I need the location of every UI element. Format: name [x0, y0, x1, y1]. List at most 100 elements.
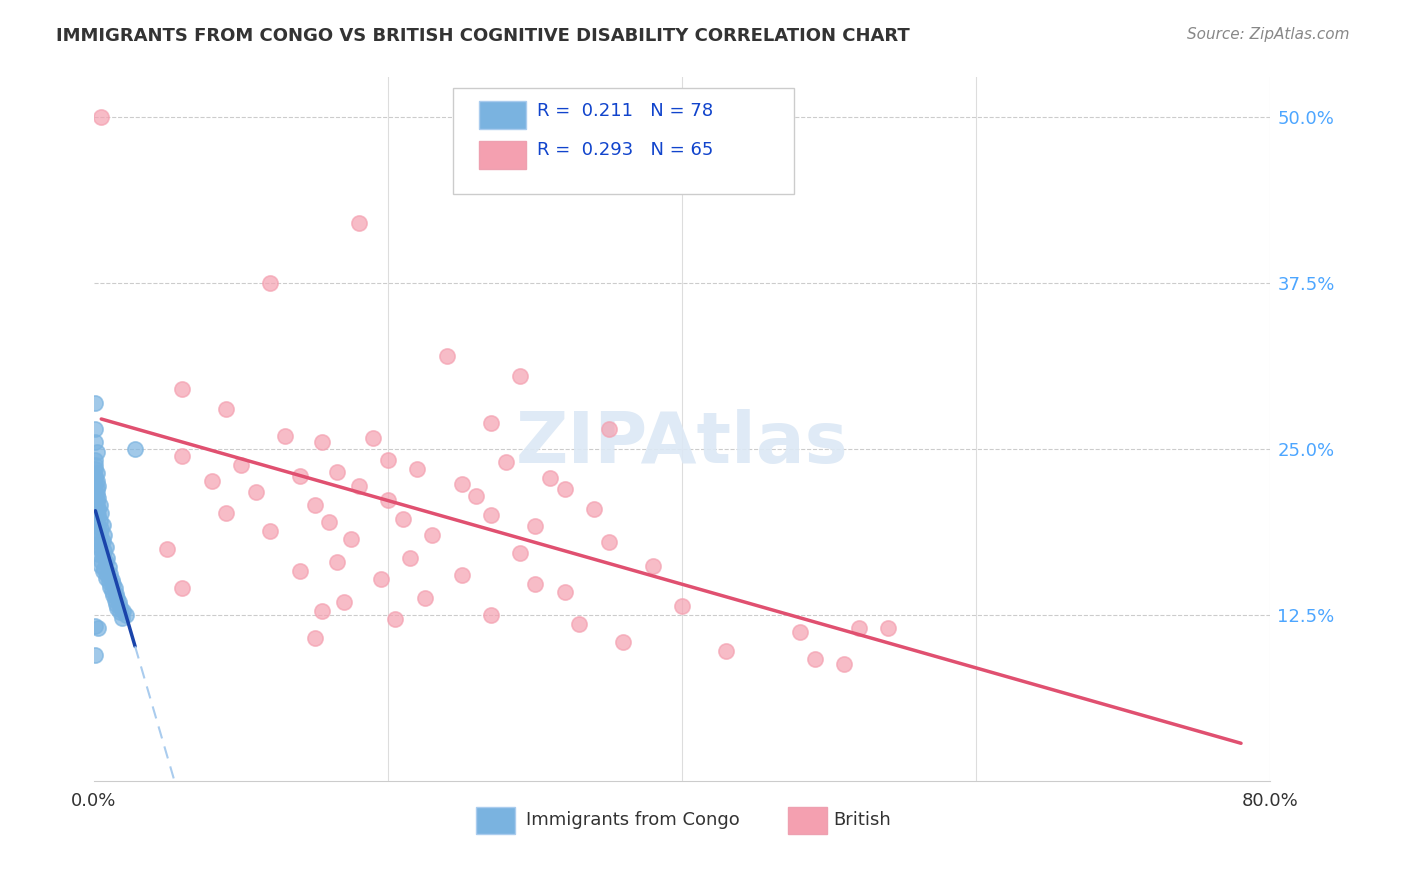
Text: Source: ZipAtlas.com: Source: ZipAtlas.com	[1187, 27, 1350, 42]
Point	[90, 535, 112, 549]
Point	[479, 508, 502, 523]
FancyBboxPatch shape	[453, 88, 794, 194]
Point	[84, 648, 107, 662]
Point	[87, 479, 110, 493]
Point	[84, 462, 107, 476]
Point	[86, 474, 108, 488]
Point	[420, 528, 443, 542]
Point	[89, 558, 111, 572]
Point	[90, 506, 112, 520]
Point	[94, 541, 117, 555]
Point	[524, 519, 547, 533]
Point	[172, 582, 194, 596]
Point	[832, 657, 855, 671]
Point	[568, 617, 591, 632]
Text: R =  0.293   N = 65: R = 0.293 N = 65	[537, 141, 714, 159]
Point	[90, 553, 112, 567]
Point	[554, 585, 576, 599]
Point	[479, 607, 502, 622]
Point	[229, 458, 252, 472]
Point	[98, 580, 121, 594]
Point	[245, 484, 267, 499]
Point	[172, 449, 194, 463]
Point	[84, 476, 107, 491]
Point	[877, 621, 900, 635]
Point	[406, 462, 429, 476]
Point	[641, 558, 664, 573]
Point	[509, 546, 531, 560]
Point	[87, 621, 110, 635]
Point	[100, 574, 122, 588]
Point	[86, 511, 108, 525]
Point	[96, 550, 118, 565]
Point	[384, 612, 406, 626]
Point	[450, 568, 472, 582]
Point	[107, 601, 129, 615]
Point	[86, 493, 108, 508]
Point	[200, 474, 222, 488]
Point	[108, 595, 131, 609]
Point	[124, 442, 146, 456]
Point	[89, 514, 111, 528]
Point	[848, 621, 870, 635]
Point	[413, 591, 436, 605]
Point	[259, 524, 281, 539]
Point	[87, 491, 110, 505]
Point	[399, 550, 422, 565]
Point	[87, 508, 110, 523]
Point	[115, 607, 138, 622]
Point	[84, 395, 107, 409]
Point	[436, 349, 458, 363]
Point	[172, 382, 194, 396]
Point	[479, 416, 502, 430]
Point	[671, 599, 693, 613]
Point	[288, 564, 311, 578]
Point	[94, 555, 117, 569]
Point	[495, 455, 517, 469]
Point	[450, 476, 472, 491]
Point	[87, 501, 110, 516]
Point	[86, 524, 108, 539]
Point	[89, 527, 111, 541]
Point	[96, 568, 118, 582]
Point	[86, 466, 108, 480]
Point	[91, 533, 114, 548]
Point	[97, 574, 120, 589]
Point	[84, 452, 107, 467]
Text: Immigrants from Congo: Immigrants from Congo	[526, 811, 740, 829]
Point	[304, 498, 326, 512]
Point	[84, 484, 107, 499]
Point	[87, 547, 110, 561]
Point	[103, 582, 125, 596]
Point	[111, 610, 134, 624]
Point	[391, 512, 413, 526]
Point	[93, 561, 115, 575]
Point	[93, 528, 115, 542]
Text: ZIPAtlas: ZIPAtlas	[516, 409, 848, 478]
Point	[370, 572, 392, 586]
Point	[110, 600, 132, 615]
Point	[84, 489, 107, 503]
Point	[156, 541, 179, 556]
Text: IMMIGRANTS FROM CONGO VS BRITISH COGNITIVE DISABILITY CORRELATION CHART: IMMIGRANTS FROM CONGO VS BRITISH COGNITI…	[56, 27, 910, 45]
Point	[84, 618, 107, 632]
Point	[86, 487, 108, 501]
Point	[107, 591, 129, 605]
FancyBboxPatch shape	[478, 101, 526, 128]
Point	[554, 482, 576, 496]
Point	[84, 515, 107, 529]
Point	[86, 482, 108, 496]
Point	[86, 538, 108, 552]
Point	[84, 471, 107, 485]
Point	[100, 584, 122, 599]
Point	[612, 634, 634, 648]
Point	[803, 652, 825, 666]
Point	[89, 498, 111, 512]
Point	[97, 560, 120, 574]
Point	[89, 541, 111, 556]
Point	[87, 519, 110, 533]
Point	[94, 571, 117, 585]
Point	[91, 564, 114, 578]
Point	[340, 533, 363, 547]
Point	[84, 435, 107, 450]
